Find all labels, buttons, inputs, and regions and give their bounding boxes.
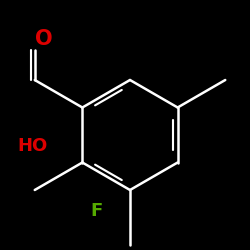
Text: O: O bbox=[35, 29, 52, 49]
Text: F: F bbox=[90, 202, 102, 220]
Text: HO: HO bbox=[18, 137, 48, 155]
